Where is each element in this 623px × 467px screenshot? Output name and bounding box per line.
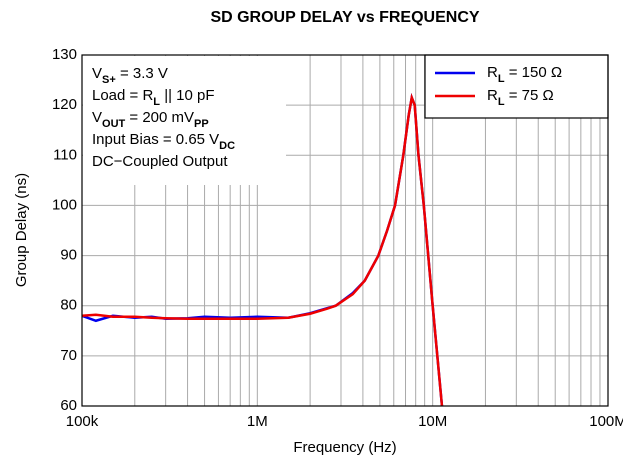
plot [82,93,444,406]
annotation-line-part: V [92,109,102,126]
annotation-line-part: = 3.3 V [116,65,168,82]
y-tick-label: 70 [60,347,77,364]
legend-label-part: L [498,96,505,108]
x-tick-label: 10M [418,413,447,430]
legend-label: RL = 75 Ω [487,87,554,108]
y-tick-label: 90 [60,247,77,264]
y-tick-label: 110 [53,146,77,163]
annotation-line-part: Input Bias = 0.65 V [92,131,219,148]
legend-label-part: L [498,73,505,85]
annotation-line: Input Bias = 0.65 VDC [92,131,235,152]
legend-label-part: R [487,64,498,81]
x-axis-label: Frequency (Hz) [293,439,396,456]
annotation-line-part: PP [194,118,209,130]
x-tick-label: 100M [589,413,623,430]
annotation-line: VOUT = 200 mVPP [92,109,209,130]
legend-label-part: R [487,87,498,104]
legend-label: RL = 150 Ω [487,64,562,85]
chart-title: SD GROUP DELAY vs FREQUENCY [210,9,479,26]
annotation-line-part: DC−Coupled Output [92,153,228,170]
x-tick-label: 1M [247,413,268,430]
legend-box [424,54,609,119]
annotation-line-part: OUT [102,118,126,130]
series-line [82,93,444,406]
annotation-line-part: || 10 pF [160,87,215,104]
x-tick-label: 100k [66,413,99,430]
y-tick-label: 120 [52,96,77,113]
annotation-line: Load = RL || 10 pF [92,87,215,108]
annotation-line-part: V [92,65,102,82]
y-tick-label: 100 [52,196,77,213]
annotation-line-part: Load = R [92,87,153,104]
annotation-line: DC−Coupled Output [92,153,228,170]
annotation-line: VS+ = 3.3 V [92,65,168,86]
legend-label-part: = 75 Ω [505,87,554,104]
y-axis-label: Group Delay (ns) [13,173,30,287]
annotation-line-part: S+ [102,74,116,86]
legend-label-part: = 150 Ω [505,64,563,81]
annotation-line-part: L [153,96,160,108]
annotation-box [83,56,286,185]
plot-frame [81,54,609,407]
y-tick-label: 130 [52,46,77,63]
y-tick-label: 60 [60,397,77,414]
y-tick-label: 80 [60,297,77,314]
annotation-line-part: DC [219,140,235,152]
annotation-line-part: = 200 mV [125,109,194,126]
